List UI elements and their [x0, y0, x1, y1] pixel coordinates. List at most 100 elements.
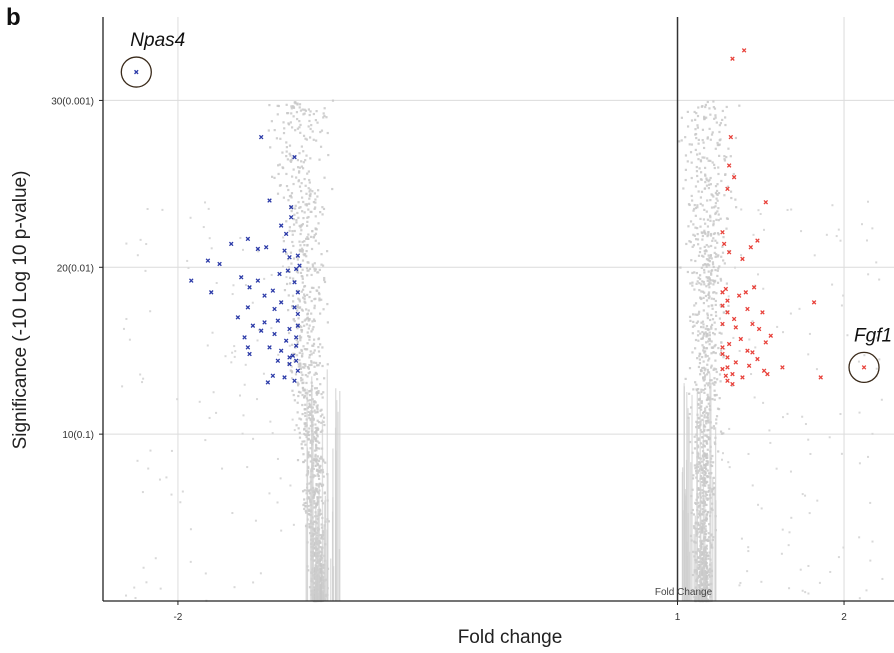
background-point	[313, 373, 316, 376]
background-point	[712, 195, 715, 198]
background-point	[700, 442, 703, 445]
background-point	[290, 262, 293, 265]
background-point	[292, 115, 295, 118]
background-point	[707, 490, 710, 493]
down-point	[287, 255, 292, 260]
background-point	[300, 196, 304, 199]
background-point	[706, 460, 709, 463]
background-point	[706, 218, 710, 221]
background-point	[702, 326, 705, 329]
background-point	[296, 309, 299, 312]
down-point	[292, 305, 297, 310]
background-point	[686, 270, 689, 274]
background-point	[317, 428, 320, 431]
background-point	[319, 130, 322, 134]
background-point	[313, 493, 316, 496]
down-point	[295, 311, 301, 317]
background-point	[256, 339, 259, 342]
background-point	[306, 216, 309, 219]
background-point	[319, 571, 323, 574]
background-point	[691, 477, 695, 480]
up-point	[725, 365, 730, 370]
background-point	[747, 452, 750, 455]
background-point	[313, 543, 316, 546]
background-point	[716, 143, 719, 147]
background-point	[702, 296, 705, 300]
background-point	[705, 578, 708, 582]
background-point	[701, 128, 705, 131]
background-point	[716, 232, 720, 235]
background-point	[309, 188, 312, 191]
down-point	[265, 380, 271, 385]
background-point	[701, 501, 704, 504]
background-point	[757, 503, 760, 506]
background-point	[308, 526, 311, 529]
background-point	[702, 347, 706, 350]
background-point	[865, 239, 868, 242]
background-point	[727, 147, 730, 150]
down-point	[285, 268, 291, 273]
background-point	[311, 263, 314, 266]
background-point	[319, 568, 323, 571]
background-point	[700, 231, 703, 234]
background-point	[700, 460, 704, 463]
background-point	[293, 360, 296, 363]
background-point	[308, 513, 311, 516]
background-point	[315, 469, 319, 472]
background-point	[700, 400, 703, 403]
background-point	[276, 501, 279, 504]
background-point	[303, 211, 306, 214]
background-point	[760, 507, 763, 510]
background-point	[697, 158, 700, 161]
background-point	[697, 437, 700, 440]
background-point	[299, 367, 302, 370]
background-point	[254, 519, 257, 522]
background-point	[297, 394, 300, 398]
background-point	[697, 276, 700, 279]
background-point	[310, 361, 313, 364]
background-point	[308, 454, 311, 457]
background-point	[316, 455, 319, 458]
background-point	[290, 107, 293, 110]
background-point	[799, 568, 802, 571]
background-point	[319, 578, 322, 581]
background-point	[719, 138, 722, 141]
background-point	[710, 273, 713, 276]
background-point	[703, 187, 707, 190]
background-point	[710, 313, 713, 317]
up-point	[740, 256, 745, 262]
background-point	[295, 176, 298, 179]
background-point	[680, 116, 684, 119]
background-point	[707, 159, 710, 162]
background-point	[290, 175, 294, 178]
background-point	[307, 261, 310, 264]
background-point	[697, 548, 700, 551]
background-point	[316, 459, 319, 462]
background-point	[300, 348, 303, 352]
background-point	[696, 174, 699, 178]
down-point	[272, 331, 277, 337]
background-point	[712, 222, 715, 225]
background-point	[306, 244, 309, 247]
background-point	[693, 324, 696, 327]
background-point	[298, 206, 301, 210]
background-point	[698, 288, 701, 292]
background-point	[320, 573, 323, 576]
gene-label-npas4: Npas4	[130, 30, 185, 51]
background-point	[301, 393, 304, 397]
background-point	[242, 414, 245, 417]
background-point	[713, 398, 716, 401]
background-point	[721, 251, 725, 254]
background-point	[693, 435, 696, 438]
background-point	[706, 454, 709, 457]
background-point	[307, 334, 310, 338]
background-point	[712, 265, 715, 269]
background-point	[716, 269, 719, 272]
down-point	[288, 204, 294, 210]
background-point	[752, 233, 755, 236]
down-point	[277, 271, 282, 277]
background-point	[313, 502, 316, 505]
background-point	[309, 290, 312, 294]
up-point	[861, 365, 867, 370]
background-point	[708, 339, 712, 342]
